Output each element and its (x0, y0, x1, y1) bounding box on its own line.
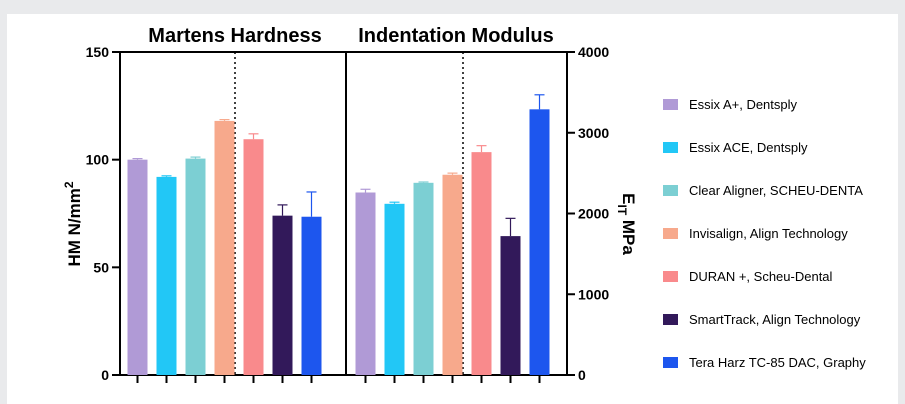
legend-label-2: Essix ACE, Dentsply (689, 140, 808, 155)
y-tick-label-left: 150 (86, 44, 110, 60)
bar-modulus-1 (355, 192, 376, 375)
y-axis-title-left-main: HM N/mm (65, 188, 84, 266)
y-axis-title-left: HM N/mm2 (62, 181, 84, 266)
y-tick-label-right: 2000 (578, 206, 609, 222)
bar-hardness-2 (156, 176, 177, 375)
chart-frame: 0 50 100 150 0 1000 2000 3000 4000 Martens Hardn… (7, 14, 898, 404)
y-tick-label-right: 4000 (578, 44, 609, 60)
bar-hardness-5 (243, 139, 264, 375)
legend-swatch-7 (663, 357, 678, 368)
legend-label-7: Tera Harz TC-85 DAC, Graphy (689, 355, 866, 370)
legend-swatch-4 (663, 228, 678, 239)
legend: Essix A+, Dentsply Essix ACE, Dentsply Cle… (663, 97, 866, 370)
legend-swatch-3 (663, 185, 678, 196)
axes-layer: 0 50 100 150 0 1000 2000 3000 4000 (86, 44, 609, 383)
legend-swatch-1 (663, 99, 678, 110)
bar-modulus-7 (529, 109, 550, 376)
bar-modulus-3 (413, 182, 434, 375)
bar-hardness-3 (185, 158, 206, 375)
bar-modulus-6 (500, 236, 521, 375)
legend-label-6: SmartTrack, Align Technology (689, 312, 861, 327)
y-axis-title-right-main: E (619, 193, 638, 204)
bar-hardness-6 (272, 215, 293, 375)
legend-label-1: Essix A+, Dentsply (689, 97, 798, 112)
legend-label-5: DURAN +, Scheu-Dental (689, 269, 833, 284)
y-axis-title-left-sup: 2 (62, 181, 76, 188)
y-axis-title-right-rest: MPa (619, 215, 638, 255)
bar-modulus-5 (471, 152, 492, 375)
bar-modulus-2 (384, 203, 405, 375)
bar-hardness-7 (301, 216, 322, 375)
y-axis-title-right-sub: IT (615, 204, 629, 215)
y-tick-label-left: 50 (93, 259, 109, 275)
bar-modulus-4 (442, 174, 463, 375)
y-axis-title-right: EIT MPa (615, 193, 638, 255)
y-tick-label-left: 100 (86, 152, 110, 168)
y-tick-label-right: 1000 (578, 286, 609, 302)
panel-title-hardness: Martens Hardness (148, 25, 321, 47)
bar-hardness-1 (127, 159, 148, 375)
bars-layer (127, 94, 550, 376)
legend-swatch-5 (663, 271, 678, 282)
y-tick-label-right: 0 (578, 367, 586, 383)
legend-swatch-6 (663, 314, 678, 325)
y-tick-label-left: 0 (101, 367, 109, 383)
legend-label-3: Clear Aligner, SCHEU-DENTA (689, 183, 863, 198)
legend-label-4: Invisalign, Align Technology (689, 226, 848, 241)
chart-svg: 0 50 100 150 0 1000 2000 3000 4000 Martens Hardn… (62, 25, 866, 383)
legend-swatch-2 (663, 142, 678, 153)
panel-title-modulus: Indentation Modulus (358, 25, 554, 47)
bar-hardness-4 (214, 120, 235, 375)
y-tick-label-right: 3000 (578, 125, 609, 141)
